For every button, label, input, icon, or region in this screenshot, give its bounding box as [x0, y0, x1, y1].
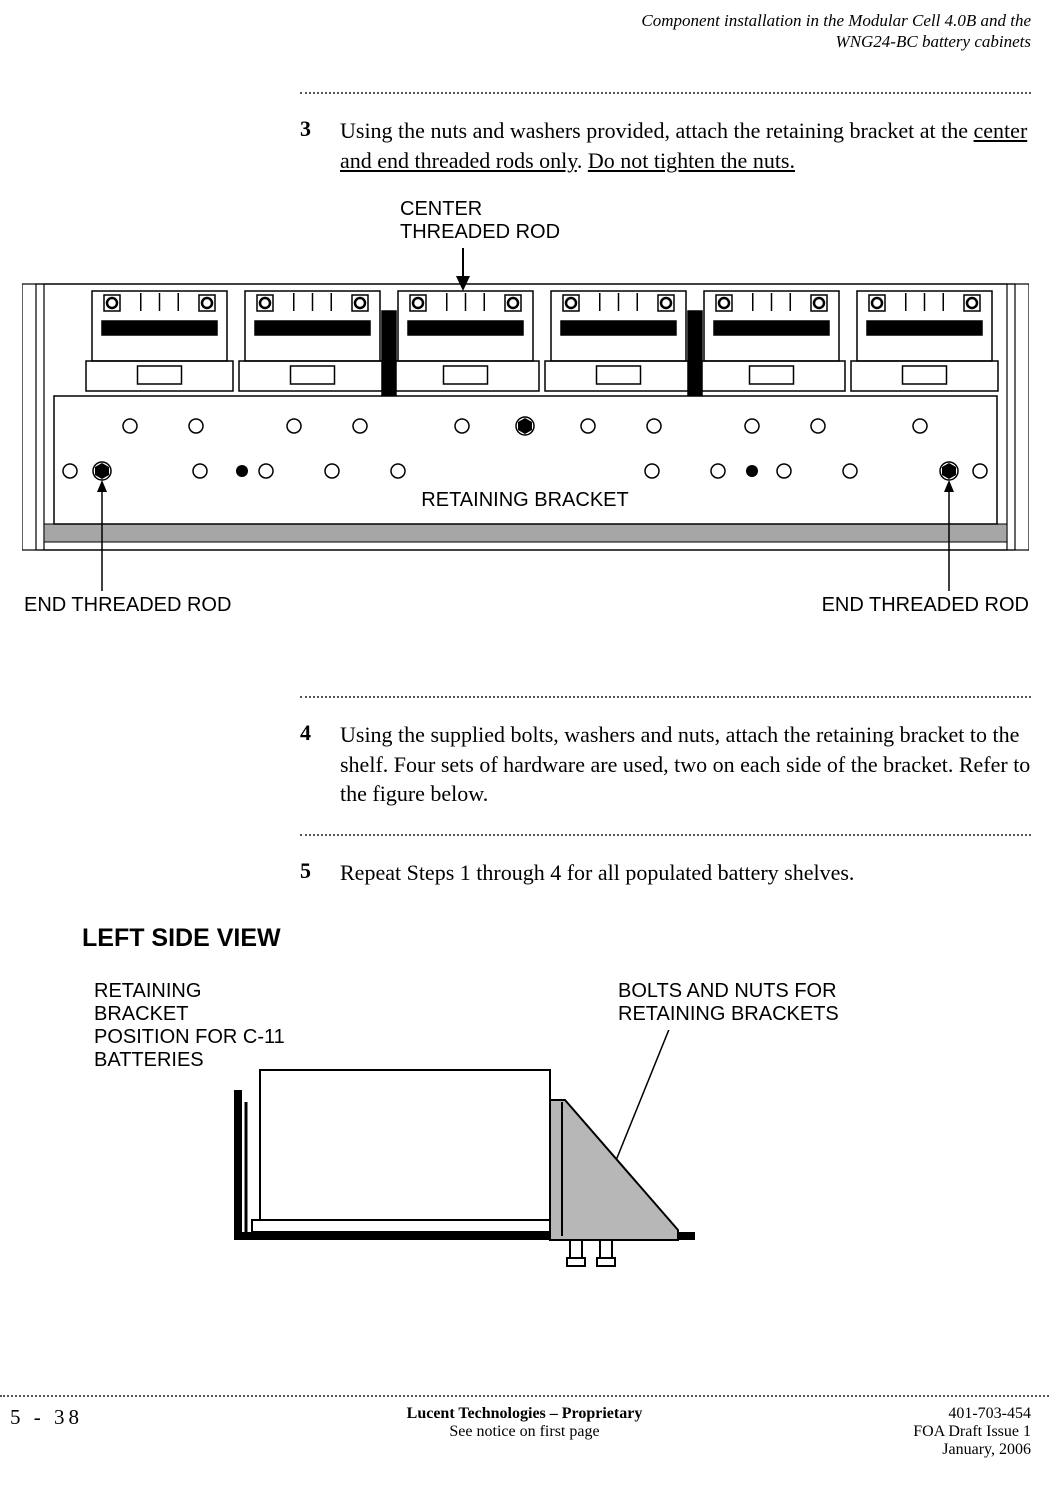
- end-rod-right-label: END THREADED ROD: [822, 594, 1029, 617]
- step-text: Using the supplied bolts, washers and nu…: [340, 720, 1031, 809]
- figure-side-view: [220, 1030, 780, 1300]
- center-rod-label-l2: THREADED ROD: [400, 221, 560, 244]
- end-rod-left-label: END THREADED ROD: [24, 594, 231, 617]
- step3-pre: Using the nuts and washers provided, att…: [340, 118, 974, 143]
- footer-issue: FOA Draft Issue 1: [913, 1423, 1031, 1441]
- separator: [300, 834, 1031, 836]
- footer-proprietary: Lucent Technologies – Proprietary: [0, 1405, 1049, 1423]
- step3-ul2: Do not tighten the nuts.: [588, 148, 795, 173]
- step-5: 5 Repeat Steps 1 through 4 for all popul…: [300, 858, 1031, 888]
- fig2-right-l2: RETAINING BRACKETS: [618, 1003, 839, 1026]
- separator: [300, 696, 1031, 698]
- step-text: Using the nuts and washers provided, att…: [340, 116, 1031, 175]
- footer-rule: [0, 1395, 1049, 1397]
- footer-right: 401-703-454 FOA Draft Issue 1 January, 2…: [913, 1405, 1031, 1459]
- footer-docnum: 401-703-454: [913, 1405, 1031, 1423]
- figure-front-view: RETAINING BRACKET: [22, 246, 1029, 598]
- step-number: 4: [300, 720, 311, 746]
- center-rod-label: CENTER THREADED ROD: [400, 198, 560, 244]
- header-line1: Component installation in the Modular Ce…: [641, 10, 1031, 31]
- footer-center: Lucent Technologies – Proprietary See no…: [0, 1405, 1049, 1441]
- side-view-title: LEFT SIDE VIEW: [82, 924, 281, 953]
- step-4: 4 Using the supplied bolts, washers and …: [300, 720, 1031, 809]
- bolts-nuts-label: BOLTS AND NUTS FOR RETAINING BRACKETS: [618, 980, 839, 1026]
- running-header: Component installation in the Modular Ce…: [641, 10, 1031, 53]
- footer-date: January, 2006: [913, 1441, 1031, 1459]
- header-line2: WNG24-BC battery cabinets: [641, 31, 1031, 52]
- step3-mid: .: [577, 148, 588, 173]
- fig2-right-l1: BOLTS AND NUTS FOR: [618, 980, 839, 1003]
- retaining-bracket-label: RETAINING BRACKET: [421, 489, 628, 511]
- step-3: 3 Using the nuts and washers provided, a…: [300, 116, 1031, 175]
- step-number: 5: [300, 858, 311, 884]
- fig2-left-l2: BRACKET: [94, 1003, 285, 1026]
- footer-notice: See notice on first page: [0, 1423, 1049, 1441]
- separator: [300, 92, 1031, 94]
- step-number: 3: [300, 116, 311, 142]
- fig2-left-l1: RETAINING: [94, 980, 285, 1003]
- center-rod-label-l1: CENTER: [400, 198, 560, 221]
- step-text: Repeat Steps 1 through 4 for all populat…: [340, 858, 1031, 888]
